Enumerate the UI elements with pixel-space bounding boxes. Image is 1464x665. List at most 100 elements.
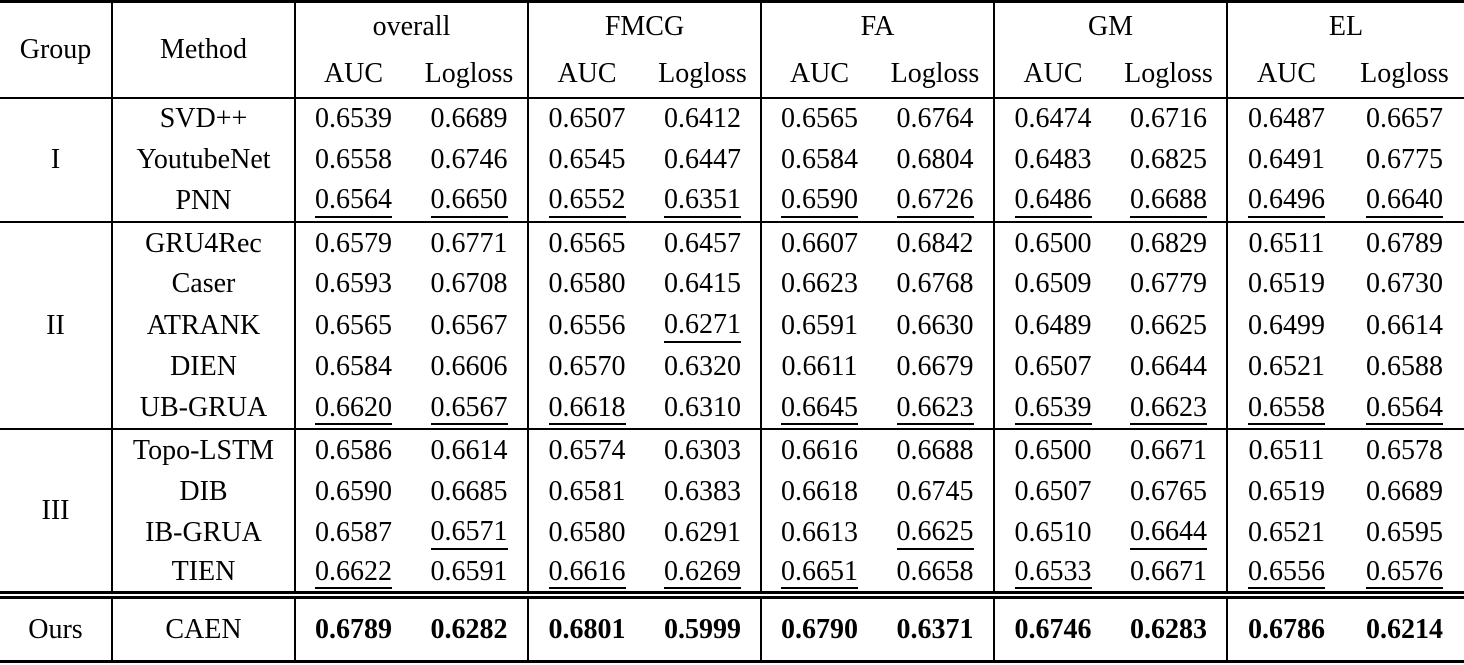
metric-value: 0.6801 [548, 613, 626, 645]
value-cell: 0.6590 [760, 180, 877, 223]
value-cell: 0.6214 [1345, 595, 1464, 661]
metric-value: 0.6671 [1130, 556, 1207, 588]
metric-value: 0.6644 [1130, 517, 1207, 550]
metric-value: 0.6483 [1014, 144, 1092, 176]
value-cell: 0.6511 [1226, 222, 1345, 264]
metric-value: 0.6570 [548, 351, 626, 383]
metric-value: 0.6558 [315, 144, 392, 176]
value-cell: 0.6545 [527, 139, 645, 181]
value-cell: 0.6790 [760, 595, 877, 662]
metric-value: 0.6771 [430, 227, 508, 259]
metric-value: 0.6383 [664, 475, 741, 507]
metric-value: 0.6630 [896, 309, 974, 341]
metric-value: 0.6607 [781, 227, 858, 259]
metric-value: 0.6658 [896, 556, 974, 588]
value-cell: 0.6552 [527, 180, 645, 223]
metric-value: 0.6671 [1130, 434, 1207, 466]
metric-value: 0.6587 [315, 517, 392, 548]
value-cell: 0.6611 [760, 346, 877, 388]
metric-value: 0.6645 [781, 392, 858, 425]
metric-value: 0.6415 [664, 268, 741, 300]
metric-value: 0.6556 [1248, 556, 1325, 590]
value-cell: 0.6590 [294, 470, 411, 513]
table-row: DIEN 0.6584 0.6606 0.6570 0.6320 0.6611 0.6679… [0, 346, 1464, 388]
value-cell: 0.6507 [993, 470, 1111, 513]
metric-value: 0.6521 [1248, 351, 1325, 383]
method-cell: Caser [111, 263, 295, 306]
value-cell: 0.6764 [877, 98, 994, 139]
value-cell: 0.6671 [1111, 554, 1227, 595]
metric-value: 0.6574 [548, 434, 626, 466]
value-cell: 0.6591 [760, 305, 877, 347]
value-cell: 0.6507 [993, 346, 1111, 388]
metric-value: 0.6558 [1248, 392, 1325, 425]
value-cell: 0.6303 [645, 429, 761, 470]
value-cell: 0.6271 [645, 305, 761, 346]
metric-value: 0.6591 [430, 556, 508, 588]
method-cell: Topo-LSTM [111, 429, 295, 471]
metric-value: 0.6625 [1130, 309, 1207, 341]
value-cell: 0.6412 [645, 98, 761, 139]
value-cell: 0.6746 [993, 595, 1111, 662]
value-cell: 0.6688 [1111, 181, 1227, 222]
metric-value: 0.6726 [896, 185, 974, 218]
metric-value: 0.6564 [1366, 392, 1443, 425]
metric-value: 0.6283 [1130, 613, 1207, 645]
value-cell: 0.6571 [411, 512, 528, 553]
value-cell: 0.6269 [645, 554, 761, 595]
category-header-gm: GM [993, 1, 1227, 51]
value-cell: 0.6580 [527, 263, 645, 306]
value-cell: 0.6500 [993, 429, 1111, 471]
metric-value: 0.6486 [1014, 185, 1092, 218]
value-cell: 0.6801 [527, 595, 645, 662]
table-row: IB-GRUA 0.6587 0.6571 0.6580 0.6291 0.6613 0.6… [0, 512, 1464, 554]
metric-value: 0.6790 [781, 613, 858, 645]
value-cell: 0.6789 [1345, 222, 1464, 263]
metric-value: 0.6650 [430, 185, 508, 218]
value-cell: 0.6565 [294, 305, 411, 347]
value-cell: 0.5999 [645, 595, 761, 661]
metric-value: 0.6588 [1366, 351, 1443, 383]
metric-value: 0.6412 [664, 103, 741, 135]
metric-value: 0.6584 [315, 351, 392, 383]
value-cell: 0.6623 [1111, 388, 1227, 429]
column-header-method: Method [111, 1, 295, 98]
value-cell: 0.6842 [877, 222, 994, 263]
metric-value: 0.6644 [1130, 351, 1207, 383]
metric-value: 0.6825 [1130, 144, 1207, 176]
value-cell: 0.6679 [877, 347, 994, 388]
metric-value: 0.6533 [1014, 556, 1092, 590]
metric-value: 0.6616 [781, 434, 858, 466]
group-section-ours: Ours CAEN 0.6789 0.6282 0.6801 0.5999 0.6790 0.… [0, 595, 1464, 662]
metric-value: 0.6804 [896, 144, 974, 176]
metric-header-auc: AUC [993, 51, 1111, 98]
metric-value: 0.6640 [1366, 185, 1443, 218]
value-cell: 0.6716 [1111, 98, 1227, 139]
metric-header-auc: AUC [1226, 51, 1345, 98]
table-row: II GRU4Rec 0.6579 0.6771 0.6565 0.6457 0.6607 0… [0, 222, 1464, 341]
metric-value: 0.6282 [430, 613, 508, 645]
method-cell: PNN [111, 180, 295, 223]
value-cell: 0.6576 [1345, 554, 1464, 595]
value-cell: 0.6580 [527, 512, 645, 554]
metric-value: 0.6545 [548, 144, 626, 176]
metric-header-logloss: Logloss [1124, 58, 1213, 89]
value-cell: 0.6556 [527, 305, 645, 347]
value-cell: 0.6447 [645, 139, 761, 180]
value-cell: 0.6630 [877, 305, 994, 346]
metric-value: 0.6786 [1248, 613, 1325, 645]
value-cell: 0.6616 [760, 429, 877, 471]
metric-value: 0.6618 [548, 392, 626, 425]
value-cell: 0.6511 [1226, 429, 1345, 471]
metric-value: 0.6507 [548, 103, 626, 135]
metric-value: 0.6564 [315, 185, 392, 218]
metric-value: 0.6500 [1014, 227, 1092, 259]
group-label-cell: I [50, 144, 61, 176]
metric-value: 0.6689 [1366, 475, 1443, 507]
value-cell: 0.6556 [1226, 553, 1345, 596]
category-header-row: Group Method overall FMCG FA GM EL [0, 1, 1464, 98]
value-cell: 0.6644 [1111, 512, 1227, 553]
metric-value: 0.6625 [896, 517, 974, 550]
value-cell: 0.6581 [527, 470, 645, 513]
metric-value: 0.6618 [781, 475, 858, 507]
